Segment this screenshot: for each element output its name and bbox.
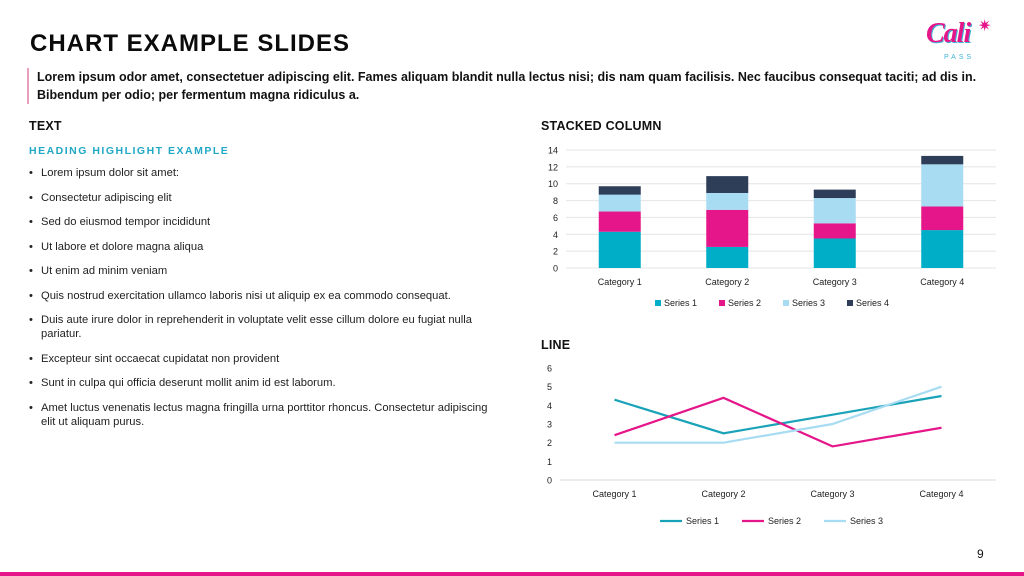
bullet-item: Ut labore et dolore magna aliqua (29, 240, 499, 254)
series-line (614, 396, 942, 448)
x-tick-label: Category 2 (701, 489, 745, 499)
y-tick-label: 8 (553, 196, 558, 206)
legend-label: Series 3 (792, 298, 825, 308)
page-number: 9 (977, 547, 984, 561)
y-tick-label: 0 (547, 476, 552, 486)
legend-swatch (655, 300, 661, 306)
bar-segment (813, 198, 856, 224)
stacked-column-chart-title: STACKED COLUMN (541, 119, 662, 133)
bullet-list: Lorem ipsum dolor sit amet: Consectetur … (29, 166, 499, 439)
bullet-item: Sed do eiusmod tempor incididunt (29, 215, 499, 229)
legend-label: Series 3 (850, 516, 883, 526)
bar-segment (813, 189, 856, 199)
y-tick-label: 2 (547, 438, 552, 448)
logo-wordmark: Cali (926, 18, 971, 49)
line-chart-svg: 0 1 2 3 4 5 6 Category 1 Category 2 Category 3 Cat… (547, 364, 996, 526)
y-tick-label: 12 (548, 162, 558, 172)
bullet-item: Ut enim ad minim veniam (29, 264, 499, 278)
legend-label: Series 2 (728, 298, 761, 308)
x-tick-label: Category 3 (813, 277, 857, 287)
y-tick-label: 3 (547, 420, 552, 430)
legend-label: Series 1 (664, 298, 697, 308)
x-tick-label: Category 1 (598, 277, 642, 287)
legend-swatch (783, 300, 789, 306)
cali-pass-logo: Cali ✷ PASS (926, 16, 998, 66)
bar-segment (706, 176, 749, 193)
palm-icon: ✷ (978, 18, 992, 35)
y-tick-label: 0 (553, 264, 558, 274)
y-tick-label: 2 (553, 247, 558, 257)
legend-label: Series 2 (768, 516, 801, 526)
series-line (614, 394, 942, 435)
bar-segment (813, 238, 856, 268)
x-tick-label: Category 3 (810, 489, 854, 499)
x-tick-label: Category 4 (919, 489, 963, 499)
y-tick-label: 1 (547, 457, 552, 467)
legend-swatch (719, 300, 725, 306)
bullet-item: Sunt in culpa qui officia deserunt molli… (29, 376, 499, 390)
x-tick-label: Category 4 (920, 277, 964, 287)
x-tick-label: Category 1 (592, 489, 636, 499)
heading-highlight: HEADING HIGHLIGHT EXAMPLE (29, 145, 230, 157)
bullet-item: Duis aute irure dolor in reprehenderit i… (29, 313, 499, 341)
y-tick-label: 5 (547, 382, 552, 392)
x-tick-label: Category 2 (705, 277, 749, 287)
y-tick-label: 10 (548, 179, 558, 189)
y-tick-label: 6 (547, 364, 552, 374)
legend-label: Series 4 (856, 298, 889, 308)
bullet-item: Quis nostrud exercitation ullamco labori… (29, 289, 499, 303)
stacked-column-svg: 0 2 4 6 8 10 12 14 Category 1 Category 2 Category … (548, 146, 996, 308)
y-tick-label: 14 (548, 146, 558, 156)
bar-segment (598, 211, 641, 232)
y-tick-label: 6 (553, 213, 558, 223)
line-chart-title: LINE (541, 338, 571, 352)
bar-segment (921, 164, 964, 207)
legend-swatch (847, 300, 853, 306)
bar-segment (706, 246, 749, 268)
bullet-item: Consectetur adipiscing elit (29, 191, 499, 205)
y-tick-label: 4 (553, 230, 558, 240)
y-tick-label: 4 (547, 401, 552, 411)
bar-segment (598, 231, 641, 268)
bullet-item: Excepteur sint occaecat cupidatat non pr… (29, 352, 499, 366)
bullet-item: Lorem ipsum dolor sit amet: (29, 166, 499, 180)
bar-segment (921, 155, 964, 165)
bar-segment (706, 192, 749, 210)
logo-subtitle: PASS (944, 54, 975, 61)
bar-segment (813, 223, 856, 239)
legend-label: Series 1 (686, 516, 719, 526)
series-line (614, 385, 942, 444)
bottom-accent-bar (0, 572, 1024, 576)
line-chart: 0 1 2 3 4 5 6 Category 1 Category 2 Category 3 Cat… (520, 358, 1010, 538)
intro-paragraph: Lorem ipsum odor amet, consectetuer adip… (27, 68, 997, 104)
bar-segment (921, 230, 964, 268)
stacked-column-chart: 0 2 4 6 8 10 12 14 Category 1 Category 2 Category … (520, 140, 1010, 320)
bullet-item: Amet luctus venenatis lectus magna fring… (29, 401, 499, 429)
bar-segment (598, 194, 641, 212)
bar-segment (598, 186, 641, 195)
bar-segment (921, 206, 964, 231)
bar-segment (706, 209, 749, 247)
slide-title: CHART EXAMPLE SLIDES (30, 30, 351, 57)
text-section-label: TEXT (29, 119, 62, 133)
